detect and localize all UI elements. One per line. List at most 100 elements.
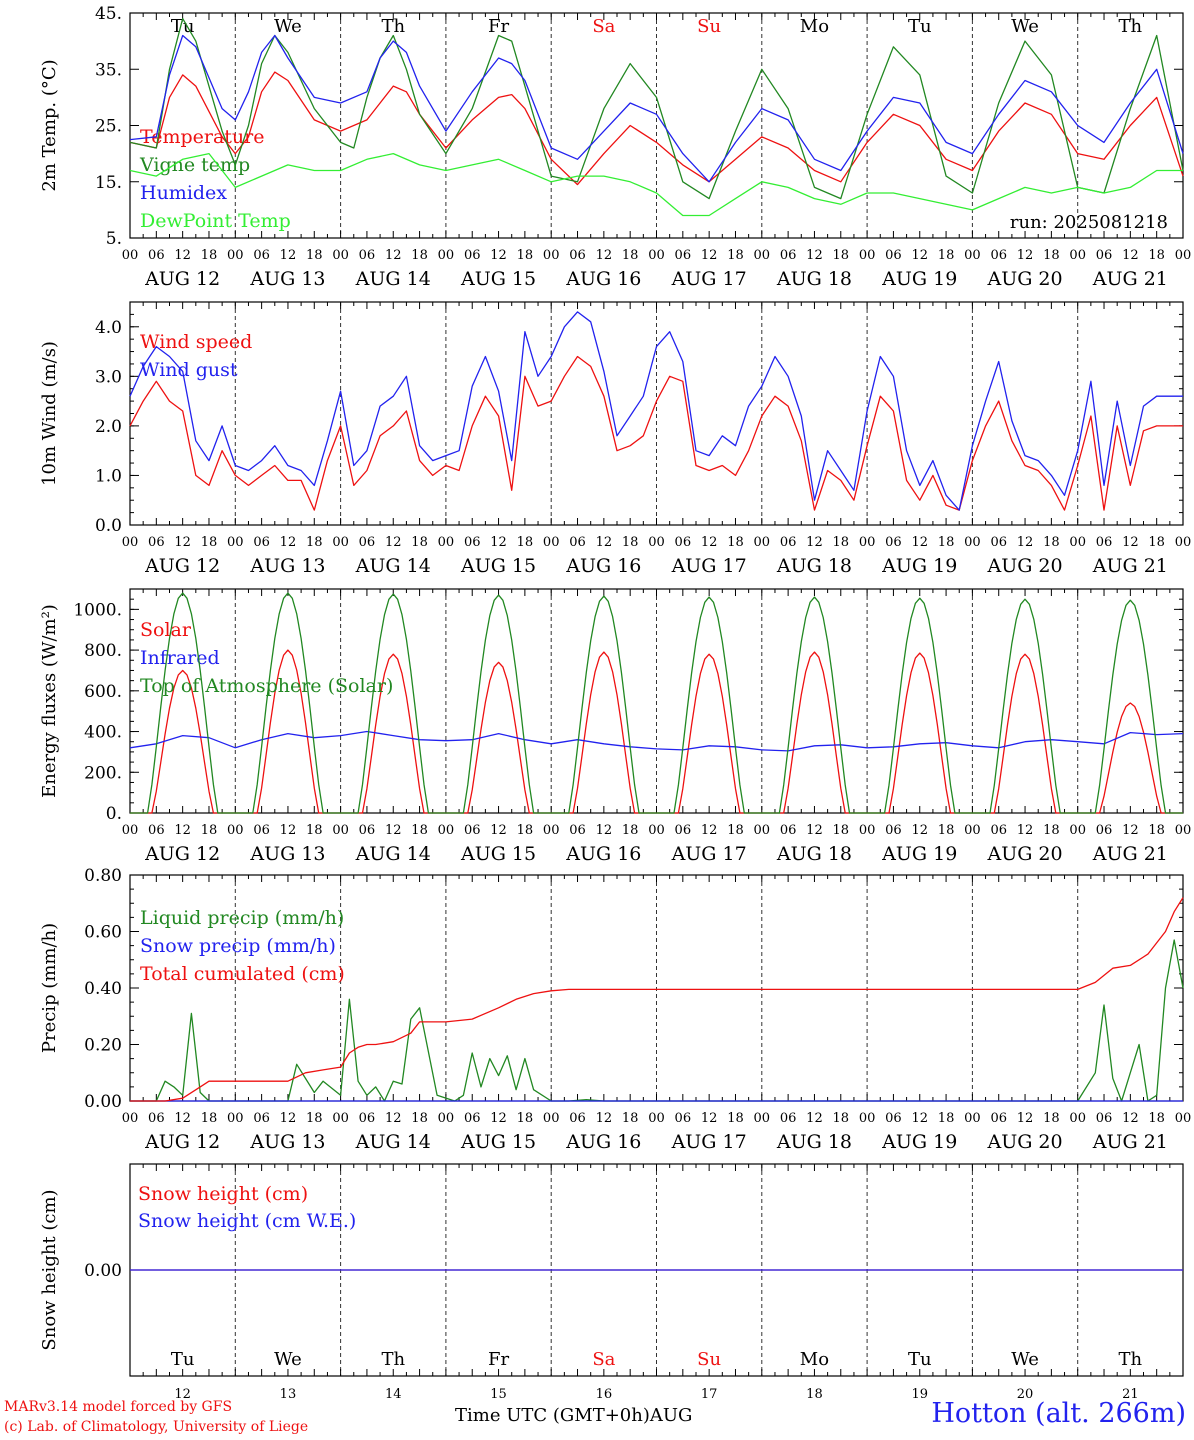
weekday-label: Su: [697, 16, 721, 37]
x-hour-label: 12: [1122, 248, 1139, 263]
y-tick-label: 0.80: [84, 866, 122, 886]
weekday-label: We: [1011, 1349, 1039, 1370]
x-hour-label: 06: [569, 248, 586, 263]
day-number-label: 13: [280, 1387, 297, 1402]
station-name: Hotton (alt. 266m): [931, 1398, 1186, 1429]
x-date-label: AUG 13: [249, 843, 325, 865]
x-date-label: AUG 18: [776, 268, 852, 290]
x-date-label: AUG 19: [881, 268, 957, 290]
x-hour-label: 00: [1175, 535, 1192, 550]
x-date-label: AUG 13: [249, 1131, 325, 1153]
x-hour-label: 12: [806, 535, 823, 550]
weekday-label: Tu: [908, 16, 932, 37]
weekday-label: We: [274, 16, 302, 37]
day-number-label: 12: [174, 1387, 191, 1402]
x-hour-label: 06: [359, 535, 376, 550]
x-hour-label: 06: [253, 248, 270, 263]
legend-entry: Total cumulated (cm): [140, 963, 345, 985]
x-hour-label: 12: [280, 1111, 297, 1126]
x-hour-label: 18: [1148, 535, 1165, 550]
weekday-label: Su: [697, 1349, 721, 1370]
x-hour-label: 06: [780, 823, 797, 838]
y-tick-label: 5.: [106, 229, 122, 249]
x-date-label: AUG 17: [671, 555, 747, 577]
x-hour-label: 00: [332, 823, 349, 838]
x-hour-label: 06: [675, 823, 692, 838]
x-hour-label: 12: [1017, 823, 1034, 838]
x-date-label: AUG 16: [565, 843, 641, 865]
x-hour-label: 18: [727, 248, 744, 263]
x-hour-label: 06: [464, 823, 481, 838]
y-tick-label: 0.20: [84, 1036, 122, 1056]
x-hour-label: 18: [938, 248, 955, 263]
x-date-label: AUG 18: [776, 843, 852, 865]
x-hour-label: 12: [174, 248, 191, 263]
x-hour-label: 18: [1043, 1111, 1060, 1126]
x-hour-label: 18: [411, 535, 428, 550]
day-number-label: 15: [490, 1387, 507, 1402]
x-date-label: AUG 21: [1092, 843, 1168, 865]
x-hour-label: 12: [490, 248, 507, 263]
x-hour-label: 06: [148, 823, 165, 838]
x-hour-label: 12: [490, 823, 507, 838]
x-hour-label: 06: [885, 535, 902, 550]
legend-entry: Wind speed: [140, 331, 252, 353]
x-hour-label: 12: [174, 535, 191, 550]
x-hour-label: 06: [780, 248, 797, 263]
x-hour-label: 06: [885, 1111, 902, 1126]
x-date-label: AUG 17: [671, 268, 747, 290]
x-hour-label: 06: [675, 248, 692, 263]
x-hour-label: 18: [1148, 823, 1165, 838]
x-date-label: AUG 17: [671, 843, 747, 865]
legend-entry: Infrared: [140, 647, 220, 669]
x-hour-label: 00: [1069, 535, 1086, 550]
x-hour-label: 06: [1096, 1111, 1113, 1126]
series-line-1-3: [129, 34, 1184, 183]
x-hour-label: 00: [332, 1111, 349, 1126]
x-hour-label: 00: [859, 823, 876, 838]
y-axis-title: Snow height (cm): [39, 1189, 60, 1350]
x-hour-label: 12: [490, 1111, 507, 1126]
x-hour-label: 18: [517, 248, 534, 263]
x-hour-label: 18: [306, 823, 323, 838]
series-line-2-2: [129, 311, 1183, 511]
series-line-1-1: [129, 71, 1184, 186]
x-hour-label: 18: [201, 248, 218, 263]
x-hour-label: 00: [122, 823, 139, 838]
x-hour-label: 00: [964, 823, 981, 838]
x-hour-label: 00: [1069, 823, 1086, 838]
x-hour-label: 18: [938, 535, 955, 550]
x-hour-label: 00: [1175, 823, 1192, 838]
day-number-label: 19: [911, 1387, 928, 1402]
x-hour-label: 00: [964, 1111, 981, 1126]
x-date-label: AUG 12: [144, 1131, 220, 1153]
x-hour-label: 06: [1096, 248, 1113, 263]
x-hour-label: 18: [517, 823, 534, 838]
panel-3: 0. 200. 400. 600. 800. 1000. Energy fluxes (W/…: [39, 588, 1192, 865]
x-hour-label: 00: [648, 248, 665, 263]
panel-4: 0.00 0.20 0.40 0.60 0.80 Precip (mm/h) 00 06 12 1…: [39, 866, 1191, 1153]
x-hour-label: 18: [1148, 1111, 1165, 1126]
day-number-label: 14: [385, 1387, 402, 1402]
x-hour-label: 00: [438, 823, 455, 838]
day-number-label: 16: [596, 1387, 613, 1402]
x-hour-label: 06: [990, 823, 1007, 838]
x-date-label: AUG 18: [776, 555, 852, 577]
x-hour-label: 06: [253, 823, 270, 838]
y-axis-title: Energy fluxes (W/m²): [39, 604, 60, 798]
series-line-3-2: [129, 730, 1184, 752]
x-date-label: AUG 19: [881, 555, 957, 577]
x-hour-label: 18: [306, 248, 323, 263]
x-hour-label: 00: [227, 248, 244, 263]
x-hour-label: 18: [411, 823, 428, 838]
x-hour-label: 00: [859, 1111, 876, 1126]
x-hour-label: 00: [1069, 248, 1086, 263]
legend-entry: Snow height (cm): [138, 1183, 308, 1205]
x-hour-label: 06: [1096, 823, 1113, 838]
x-date-label: AUG 20: [986, 268, 1062, 290]
x-hour-label: 12: [280, 535, 297, 550]
x-hour-label: 12: [806, 1111, 823, 1126]
legend-entry: Temperature: [140, 126, 264, 148]
x-date-label: AUG 12: [144, 268, 220, 290]
y-tick-label: 25.: [95, 117, 122, 137]
